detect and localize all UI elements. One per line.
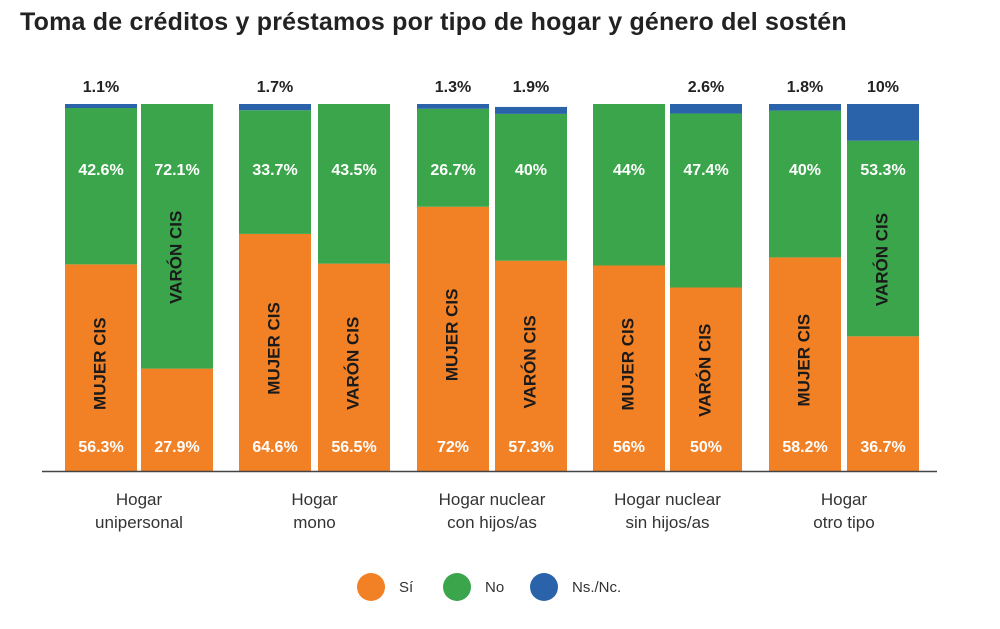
bar-g2-b1-no-segment: [239, 110, 311, 234]
bar-g1-b2-no-segment: [141, 104, 213, 369]
group-label-3-line-2: con hijos/as: [447, 513, 537, 532]
bar-g5-b2-si-segment: [847, 336, 919, 471]
legend-label-no: No: [485, 578, 505, 596]
bar-g2-b1-si-value-label: 64.6%: [252, 439, 297, 456]
bar-g1-b1-no-value-label: 42.6%: [78, 162, 123, 179]
bar-g3-b2-category-label: VARÓN CIS: [520, 315, 539, 408]
bar-g4-b2-si-value-label: 50%: [690, 439, 722, 456]
bar-g1-b1-si-segment: [65, 264, 137, 471]
bar-g4-b2-category-label: VARÓN CIS: [695, 324, 714, 417]
bar-g2-b1-nsnc-segment: [239, 104, 311, 111]
chart-title: Toma de créditos y préstamos por tipo de…: [20, 8, 847, 36]
bar-g1-b2-si-segment: [141, 368, 213, 471]
group-label-4-line-2: sin hijos/as: [625, 513, 709, 532]
bar-g5-b1-category-label: MUJER CIS: [794, 314, 813, 407]
bar-g4-b2-nsnc-value-label: 2.6%: [688, 79, 724, 96]
bar-g3-b1-category-label: MUJER CIS: [442, 289, 461, 382]
bar-g3-b2-si-segment: [495, 260, 567, 471]
legend-swatch-nsnc: [530, 573, 558, 601]
bar-g3-b1-nsnc-value-label: 1.3%: [435, 79, 471, 96]
bar-g5-b1-nsnc-segment: [769, 104, 841, 111]
legend-swatch-si: [357, 573, 385, 601]
bar-g5-b2-no-segment: [847, 140, 919, 337]
legend-label-si: Sí: [399, 578, 414, 596]
bar-g3-b2-si-value-label: 57.3%: [508, 439, 553, 456]
bar-g5-b2-nsnc-segment: [847, 104, 919, 141]
bar-g4-b1-no-segment: [593, 104, 665, 266]
group-label-1-line-1: Hogar: [116, 490, 163, 509]
bar-g2-b1-category-label: MUJER CIS: [264, 302, 283, 395]
bar-g1-b2-si-value-label: 27.9%: [154, 439, 199, 456]
legend-item-no: No: [443, 573, 504, 601]
bar-g2-b2-no-value-label: 43.5%: [331, 162, 376, 179]
bar-g2-b2-no-segment: [318, 104, 390, 264]
bar-g5-b2-no-value-label: 53.3%: [860, 162, 905, 179]
bar-g3-b1-no-segment: [417, 108, 489, 207]
chart-legend: Sí No Ns./Nc.: [0, 573, 1000, 603]
bar-g4-b2-no-segment: [670, 113, 742, 288]
bar-g4-b1-si-value-label: 56%: [613, 439, 645, 456]
group-label-5-line-1: Hogar: [821, 490, 868, 509]
bar-g3-b2-no-segment: [495, 113, 567, 261]
group-label-1-line-2: unipersonal: [95, 513, 183, 532]
group-label-5-line-2: otro tipo: [813, 513, 874, 532]
bar-g3-b2-nsnc-value-label: 1.9%: [513, 79, 549, 96]
legend-label-nsnc: Ns./Nc.: [572, 578, 622, 596]
bar-g3-b1-nsnc-segment: [417, 104, 489, 109]
bar-g4-b2-no-value-label: 47.4%: [683, 162, 728, 179]
stacked-bar-chart: 56.3% 42.6% 1.1% MUJER CIS 27.9% 72.1% VARÓN C…: [42, 79, 937, 532]
bar-g4-b1-category-label: MUJER CIS: [618, 318, 637, 411]
bar-g1-b1-no-segment: [65, 108, 137, 265]
bar-g5-b1-nsnc-value-label: 1.8%: [787, 79, 823, 96]
bar-g1-b1-nsnc-value-label: 1.1%: [83, 79, 119, 96]
bar-g2-b1-si-segment: [239, 233, 311, 471]
bar-g3-b2-no-value-label: 40%: [515, 162, 547, 179]
bar-g1-b2-no-value-label: 72.1%: [154, 162, 199, 179]
group-label-4-line-1: Hogar nuclear: [614, 490, 721, 509]
group-label-2-line-2: mono: [293, 513, 336, 532]
bar-g4-b2-si-segment: [670, 287, 742, 471]
bar-g1-b2-category-label: VARÓN CIS: [166, 211, 185, 304]
bar-g5-b1-si-value-label: 58.2%: [782, 439, 827, 456]
bar-g3-b2-nsnc-segment: [495, 106, 567, 114]
bar-g1-b1-category-label: MUJER CIS: [90, 317, 109, 410]
bar-g5-b2-nsnc-value-label: 10%: [867, 79, 899, 96]
bar-g2-b1-no-value-label: 33.7%: [252, 162, 297, 179]
bar-g2-b1-nsnc-value-label: 1.7%: [257, 79, 293, 96]
bar-g3-b1-no-value-label: 26.7%: [430, 162, 475, 179]
group-label-3-line-1: Hogar nuclear: [439, 490, 546, 509]
bar-g4-b1-si-segment: [593, 265, 665, 471]
legend-swatch-no: [443, 573, 471, 601]
bar-g3-b1-si-segment: [417, 206, 489, 471]
bar-g5-b2-si-value-label: 36.7%: [860, 439, 905, 456]
bar-g2-b2-category-label: VARÓN CIS: [343, 317, 362, 410]
bar-g5-b1-no-segment: [769, 110, 841, 258]
bar-g3-b1-si-value-label: 72%: [437, 439, 469, 456]
legend-item-nsnc: Ns./Nc.: [530, 573, 621, 601]
bar-g2-b2-si-value-label: 56.5%: [331, 439, 376, 456]
bar-g5-b2-category-label: VARÓN CIS: [872, 213, 891, 306]
group-label-2-line-1: Hogar: [291, 490, 338, 509]
bar-g5-b1-no-value-label: 40%: [789, 162, 821, 179]
bar-g1-b1-si-value-label: 56.3%: [78, 439, 123, 456]
bar-g4-b1-no-value-label: 44%: [613, 162, 645, 179]
bar-g5-b1-si-segment: [769, 257, 841, 471]
bar-g2-b2-si-segment: [318, 263, 390, 471]
bar-g1-b1-nsnc-segment: [65, 104, 137, 109]
bar-g4-b2-nsnc-segment: [670, 104, 742, 114]
legend-item-si: Sí: [357, 573, 413, 601]
